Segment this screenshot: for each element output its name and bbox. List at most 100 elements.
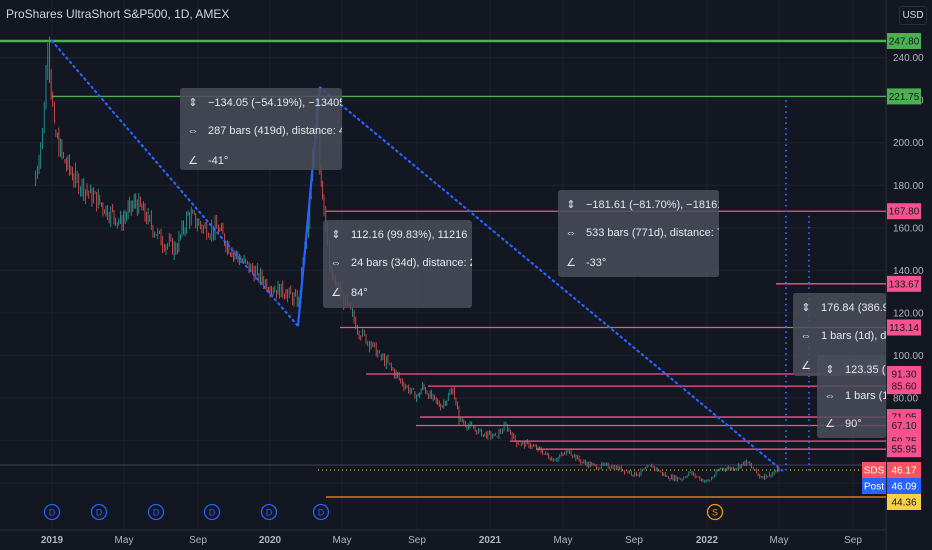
level-label-text: 67.10 xyxy=(891,421,916,432)
level-label-text: 133.67 xyxy=(889,279,920,290)
y-tick-label: 140.00 xyxy=(893,266,924,277)
x-tick-label: May xyxy=(115,535,134,546)
y-tick-label: 120.00 xyxy=(893,308,924,319)
level-label: 91.30 xyxy=(887,365,921,382)
x-tick-label: 2022 xyxy=(696,535,719,546)
tooltip-row: ⇕ 112.16 (99.83%), 11216 xyxy=(329,228,468,242)
dividend-marker: D xyxy=(147,503,165,521)
marker-letter: D xyxy=(153,508,160,518)
y-tick-label: 80.00 xyxy=(893,394,918,405)
level-label-bg xyxy=(887,441,921,458)
price-range-icon: ⇕ xyxy=(566,199,576,211)
symbol-tag-bg xyxy=(862,462,886,478)
level-label-text: 221.75 xyxy=(889,92,920,103)
currency-selector[interactable]: USD xyxy=(899,6,927,25)
level-label: 85.60 xyxy=(887,378,921,395)
level-label-text: 55.95 xyxy=(891,445,916,456)
dividend-marker: D xyxy=(260,503,278,521)
tooltip-row: ∠ -33° xyxy=(564,256,606,270)
bar-range-icon: ⇔ xyxy=(187,125,199,137)
level-label-text: 167.80 xyxy=(889,207,920,218)
level-label: 113.14 xyxy=(887,319,921,336)
marker-letter: S xyxy=(712,508,718,518)
tooltip-row: ⇔ 1 bars (1d), distan xyxy=(799,330,887,342)
x-tick-label: Sep xyxy=(189,535,207,546)
marker-letter: D xyxy=(96,508,103,518)
level-label-bg xyxy=(887,33,921,49)
level-label-bg xyxy=(887,365,921,382)
price-range-icon: ⇕ xyxy=(825,364,835,376)
bar-range-icon: ⇔ xyxy=(824,390,836,402)
tooltip-text: 287 bars (419d), distance: 467 px xyxy=(208,125,342,137)
last-price-text: 46.17 xyxy=(891,466,916,477)
x-tick-label: May xyxy=(554,535,573,546)
post-price-bg xyxy=(887,478,921,494)
marker-circle xyxy=(706,503,724,521)
level-labels: 247.80 221.75 167.80 133.67 113.14 91.30 85.60… xyxy=(862,33,921,510)
x-tick-label: May xyxy=(333,535,352,546)
marker-letter: D xyxy=(318,508,325,518)
angle-icon: ∠ xyxy=(188,155,198,167)
dividend-marker: D xyxy=(90,503,108,521)
post-tag-text: Post xyxy=(864,482,884,493)
tooltip-row: ⇕ −181.61 (−81.70%), −18161 xyxy=(564,198,719,212)
tooltip-text: 123.35 (277 xyxy=(845,363,886,376)
level-label-text: 85.60 xyxy=(891,382,916,393)
tooltip-row: ∠ 84° xyxy=(329,286,368,300)
yellow-price-bg xyxy=(887,494,921,510)
tooltip-row: ⇔ 24 bars (34d), distance: 259 px xyxy=(329,257,473,269)
tooltip-text: 24 bars (34d), distance: 259 px xyxy=(351,257,472,269)
angle-icon: ∠ xyxy=(566,257,576,269)
tooltip-text: 90° xyxy=(845,417,862,430)
marker-circle xyxy=(147,503,165,521)
level-label: 247.80 xyxy=(887,33,921,49)
level-label-text: 113.14 xyxy=(889,323,919,334)
y-tick-label: 160.00 xyxy=(893,223,924,234)
dividend-marker: D xyxy=(203,503,221,521)
measure-tooltip: ⇕ 123.35 (277 ⇔ 1 bars (1d), ∠ 90° xyxy=(817,355,886,438)
yellow-price-tag: 44.36 xyxy=(887,494,921,510)
price-range-icon: ⇕ xyxy=(801,302,811,314)
bar-range-icon: ⇔ xyxy=(800,330,812,342)
price-range-icon: ⇕ xyxy=(188,97,198,109)
tooltip-row: ⇔ 533 bars (771d), distance: 773 px xyxy=(564,227,720,239)
level-label-bg xyxy=(887,275,921,292)
tooltip-text: 176.84 (386.95%), xyxy=(821,301,886,314)
x-axis: 2019 May Sep 2020 May Sep 2021 May Sep 2022 May Sep xyxy=(41,535,862,546)
tooltip-row: ⇕ 123.35 (277 xyxy=(823,363,886,377)
dividend-marker: D xyxy=(312,503,330,521)
level-label: 133.67 xyxy=(887,275,921,292)
level-label: 221.75 xyxy=(887,88,921,105)
level-label-bg xyxy=(887,88,921,105)
level-label-text: 91.30 xyxy=(891,369,916,380)
tooltip-text: −181.61 (−81.70%), −18161 xyxy=(586,198,719,211)
y-tick-label: 200.00 xyxy=(893,138,924,149)
level-label-bg xyxy=(887,319,921,336)
tooltip-text: 84° xyxy=(351,286,368,299)
marker-circle xyxy=(43,503,61,521)
y-tick-label: 240.00 xyxy=(893,53,924,64)
x-tick-label: Sep xyxy=(844,535,862,546)
measure-tooltip: ⇕ 112.16 (99.83%), 11216 ⇔ 24 bars (34d), d… xyxy=(323,220,472,308)
tooltip-text: −134.05 (−54.19%), −13405 xyxy=(208,96,342,109)
angle-icon: ∠ xyxy=(331,287,341,299)
chart-title: ProShares UltraShort S&P500, 1D, AMEX xyxy=(6,7,230,21)
y-tick-label: 180.00 xyxy=(893,181,924,192)
last-price-tag: SDS 46.17 xyxy=(862,462,921,478)
x-tick-label: Sep xyxy=(408,535,426,546)
post-price-tag: Post 46.09 xyxy=(862,478,921,494)
split-marker: S xyxy=(706,503,724,521)
angle-icon: ∠ xyxy=(825,418,835,430)
trend-line-dotted xyxy=(318,86,784,472)
level-label-bg xyxy=(887,417,921,434)
tooltip-row: ⇔ 1 bars (1d), xyxy=(823,390,887,402)
marker-letter: D xyxy=(49,508,56,518)
tooltip-row: ∠ -41° xyxy=(186,154,228,168)
price-range-icon: ⇕ xyxy=(331,229,341,241)
post-price-text: 46.09 xyxy=(891,482,916,493)
level-label-bg xyxy=(887,203,921,220)
tooltip-text: 112.16 (99.83%), 11216 xyxy=(351,228,468,241)
trend-line-dotted xyxy=(50,39,300,328)
